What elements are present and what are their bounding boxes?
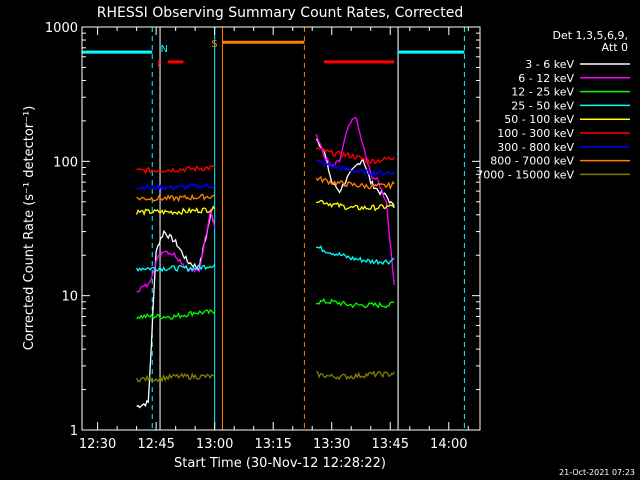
y-axis-label: Corrected Count Rate (s⁻¹ detector⁻¹) <box>22 106 37 351</box>
series-line <box>136 208 216 293</box>
series-line <box>136 264 216 273</box>
flag-label: F <box>157 59 163 70</box>
legend-label: 12 - 25 keV <box>511 86 574 99</box>
series-line <box>315 298 395 309</box>
y-tick-label: 1 <box>70 424 78 439</box>
legend-label: 6 - 12 keV <box>518 72 574 85</box>
legend-label: 7000 - 15000 keV <box>476 168 574 181</box>
series-line <box>136 372 216 383</box>
series-line <box>136 182 216 192</box>
x-tick-label: 13:45 <box>372 437 409 452</box>
x-tick-label: 13:15 <box>254 437 291 452</box>
series-lines <box>135 116 395 409</box>
x-tick-label: 13:00 <box>196 437 233 452</box>
x-tick-label: 12:45 <box>137 437 174 452</box>
series-line <box>136 309 215 320</box>
legend-label: 800 - 7000 keV <box>490 155 574 168</box>
series-line <box>135 205 216 217</box>
legend-label: 25 - 50 keV <box>511 99 574 112</box>
series-line <box>136 164 216 175</box>
y-axis-ticks: 1 10 100 1000 <box>45 21 480 439</box>
y-tick-label: 10 <box>61 290 78 305</box>
legend-subtitle: Att 0 <box>602 41 628 54</box>
chart-title: RHESSI Observing Summary Count Rates, Co… <box>97 5 463 21</box>
series-line <box>136 193 215 203</box>
series-line <box>316 159 395 177</box>
series-line <box>315 147 395 165</box>
series-line <box>315 116 395 286</box>
legend-title: Det 1,3,5,6,9, <box>552 29 628 42</box>
series-line <box>315 138 395 209</box>
legend-label: 3 - 6 keV <box>525 58 574 71</box>
x-tick-label: 13:30 <box>313 437 350 452</box>
y-tick-label: 100 <box>53 155 78 170</box>
series-line <box>315 199 395 212</box>
y-tick-label: 1000 <box>45 21 78 36</box>
x-axis-label: Start Time (30-Nov-12 12:28:22) <box>174 456 386 471</box>
x-axis-ticks: 12:30 12:45 13:00 13:15 13:30 13:45 14:00 <box>79 27 469 452</box>
legend-label: 300 - 800 keV <box>497 141 574 154</box>
plot-frame <box>81 26 481 431</box>
legend-label: 100 - 300 keV <box>497 127 574 140</box>
flag-bars: NF S <box>82 39 465 70</box>
series-line <box>315 245 395 266</box>
series-line <box>316 370 395 381</box>
x-tick-label: 12:30 <box>79 437 116 452</box>
flag-label: S <box>211 39 217 50</box>
vertical-markers <box>151 27 465 430</box>
legend-label: 50 - 100 keV <box>504 113 574 126</box>
flag-label: N <box>160 44 167 55</box>
footer-date: 21-Oct-2021 07:23 <box>559 468 635 477</box>
x-tick-label: 14:00 <box>430 437 467 452</box>
series-line <box>315 175 395 191</box>
